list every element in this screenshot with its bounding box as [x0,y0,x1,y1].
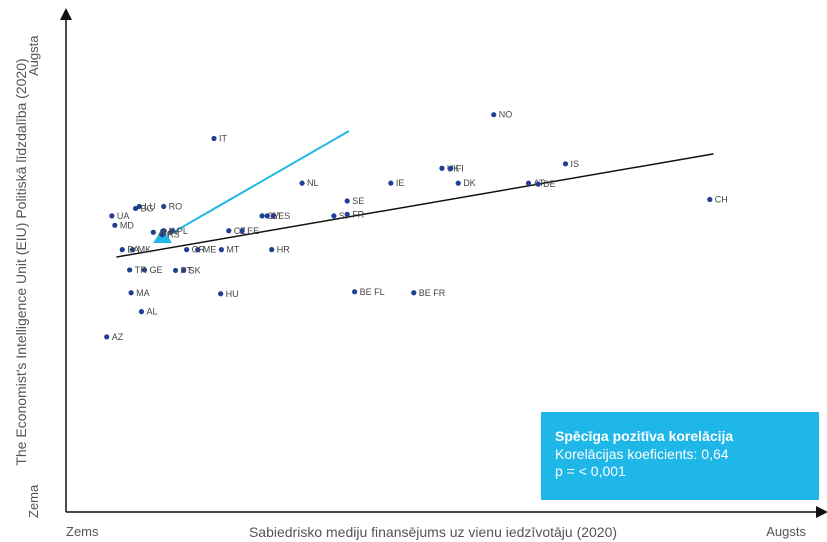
point-label-be-fl: BE FL [360,287,385,297]
data-point-am [150,229,156,235]
point-label-ro: RO [169,201,183,211]
correlation-title: Spēcīga pozitīva korelācija [555,428,734,444]
point-label-ba: BA [127,245,139,255]
data-point-dk [455,180,461,186]
point-label-dk: DK [463,178,476,188]
point-label-no: NO [499,110,512,120]
data-point-rs [159,232,165,238]
trend-line [116,153,714,258]
point-label-it: IT [219,134,228,144]
data-point-az [104,334,110,340]
point-label-ie: IE [396,178,405,188]
point-label-tr: TR [135,265,147,275]
x-axis-title: Sabiedrisko mediju finansējums uz vienu … [249,524,617,540]
data-point-md [112,222,118,228]
point-label-me: ME [203,245,217,255]
data-point-is [562,161,569,167]
point-label-hr: HR [277,245,290,255]
point-label-ee: EE [247,226,259,236]
point-label-pt: PT [181,265,193,275]
point-label-lu: LU [144,201,156,211]
data-point-al [138,309,145,315]
point-label-bg: BG [141,203,154,213]
data-point-si [331,213,337,219]
data-point-de [535,181,541,187]
data-point-ma [128,290,134,296]
data-point-bg [132,205,139,212]
point-label-be-fr: BE FR [419,288,446,298]
data-point-fr [344,211,350,217]
point-label-si: SI [339,211,348,221]
point-label-am: AM [158,227,172,237]
data-point-be-fl [352,289,358,295]
y-axis-title: The Economist's Intelligence Unit (EIU) … [13,58,29,465]
highlight-arrow-shaft [171,130,350,234]
point-label-ch: CH [715,195,728,205]
point-label-mk: MK [138,245,152,255]
data-point-ee [239,228,245,234]
data-point-cz [226,228,232,234]
point-label-pl: PL [177,226,188,236]
data-point-sk [181,267,187,274]
data-point-cy [259,213,265,219]
point-label-es: ES [278,211,290,221]
data-point-se [344,198,350,204]
data-point-ie [388,180,394,186]
data-point-lv [161,228,167,234]
data-point-ge [141,267,148,273]
chart-marks: NOISIEUKFIDKATDECHNLSESIFRITCYESLTCZEEMT… [104,110,728,342]
point-label-az: AZ [112,332,124,342]
data-point-ba [119,247,125,253]
data-point-ro [161,203,167,210]
data-point-uk [439,165,445,171]
data-point-tr [127,267,133,273]
y-tick-label-low: Zema [26,484,41,518]
point-label-se: SE [352,196,364,206]
data-point-ua [109,213,115,219]
point-label-fr: FR [352,209,364,219]
data-point-hu [218,291,224,297]
y-tick-label-high: Augsta [26,35,41,76]
point-label-is: IS [571,159,580,169]
data-point-no [491,112,497,118]
point-label-sk: SK [189,265,201,275]
data-point-it [211,135,217,142]
data-point-fi [448,165,454,171]
correlation-info-box: Spēcīga pozitīva korelācija Korelācijas … [541,412,819,500]
data-point-hr [269,247,275,253]
point-label-md: MD [120,220,134,230]
point-label-fi: FI [456,163,464,173]
point-label-ma: MA [136,288,150,298]
correlation-coefficient: Korelācijas koeficients: 0,64 [555,446,729,462]
point-label-lt: LT [272,211,282,221]
point-label-de: DE [543,179,556,189]
data-point-gr [184,247,190,253]
axes [60,8,827,518]
point-label-rs: RS [167,230,180,240]
data-point-es [270,213,276,219]
point-label-nl: NL [307,178,319,188]
x-tick-label-low: Zems [66,524,99,539]
data-point-me [195,247,201,253]
point-label-al: AL [146,307,157,317]
data-point-be-fr [411,290,417,296]
data-point-ch [707,196,713,203]
data-point-pt [172,267,179,274]
point-label-mt: MT [226,245,239,255]
data-point-at [525,180,532,186]
point-label-gr: GR [192,245,206,255]
p-value: p = < 0,001 [555,463,626,479]
point-label-ua: UA [117,211,130,221]
x-tick-label-high: Augsts [766,524,806,539]
data-point-nl [299,180,305,186]
point-label-hu: HU [226,289,239,299]
point-label-ge: GE [149,265,162,275]
data-point-mk [130,247,136,253]
data-point-mt [218,247,224,253]
data-point-pl [169,228,175,234]
data-point-lt [264,213,270,219]
